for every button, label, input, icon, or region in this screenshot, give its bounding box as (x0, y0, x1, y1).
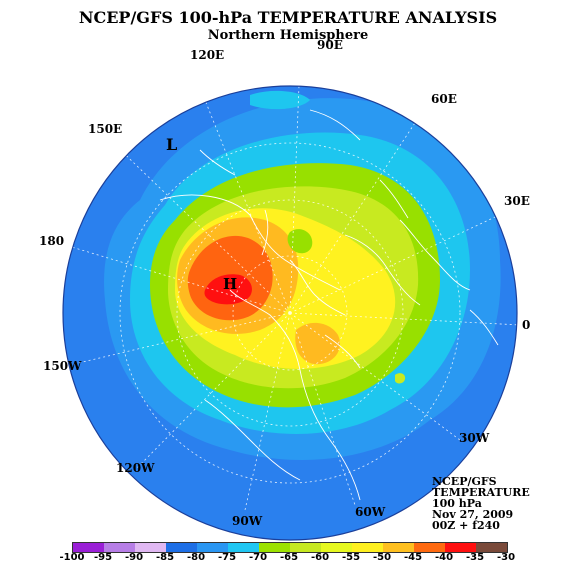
lon-label-0: 0 (522, 318, 531, 332)
color-scale-bar (72, 542, 508, 553)
lon-label-90w: 90W (232, 514, 263, 528)
color-scale-tick-label: -40 (434, 552, 454, 563)
info-model: NCEP/GFS (432, 475, 497, 488)
color-scale-segment (135, 543, 166, 552)
color-scale-tick-label: -75 (217, 552, 237, 563)
color-scale-tick-label: -80 (186, 552, 206, 563)
color-scale-segment (476, 543, 507, 552)
lon-label-120e: 120E (190, 48, 225, 62)
info-level: 100 hPa (432, 497, 482, 510)
lon-label-180: 180 (39, 234, 65, 248)
graticule (64, 86, 517, 511)
color-scale-segment (383, 543, 414, 552)
red-core (204, 274, 252, 305)
info-forecast-time: 00Z + f240 (432, 519, 500, 532)
color-scale-tick-label: -100 (59, 552, 85, 563)
orange-patch (295, 322, 340, 365)
high-pressure-marker: H (223, 275, 238, 293)
color-scale-tick-label: -30 (496, 552, 516, 563)
lon-label-60w: 60W (355, 505, 386, 519)
color-scale-tick-label: -35 (465, 552, 485, 563)
coastlines (159, 109, 499, 501)
color-scale-tick-label: -45 (403, 552, 423, 563)
color-scale-segment (73, 543, 104, 552)
info-date: Nov 27, 2009 (432, 508, 514, 521)
color-scale-segment (259, 543, 290, 552)
color-scale-tick-label: -95 (93, 552, 113, 563)
color-scale-tick-label: -70 (248, 552, 268, 563)
color-scale-segment (166, 543, 197, 552)
low-pressure-marker: L (166, 135, 178, 154)
info-variable: TEMPERATURE (432, 486, 530, 499)
color-scale-segment (290, 543, 321, 552)
lon-label-90e: 90E (317, 38, 343, 52)
color-scale-segment (352, 543, 383, 552)
color-scale-segment (414, 543, 445, 552)
green-patch-atlantic (395, 373, 406, 384)
green-patch (287, 229, 313, 254)
map-title: NCEP/GFS 100-hPa TEMPERATURE ANALYSIS (78, 8, 498, 27)
color-scale-tick-label: -60 (310, 552, 330, 563)
color-scale-segment (104, 543, 135, 552)
temperature-field (63, 86, 517, 540)
map-info-box: NCEP/GFS TEMPERATURE 100 hPa Nov 27, 200… (432, 476, 530, 531)
color-scale-segment (228, 543, 259, 552)
lon-label-30w: 30W (459, 431, 490, 445)
lon-label-150e: 150E (88, 122, 123, 136)
color-scale-segment (445, 543, 476, 552)
color-scale-ticks: -100 -95 -90 -85 -80 -75 -70 -65 -60 -55 -50 -45 -40… (59, 552, 515, 568)
color-scale-segment (321, 543, 352, 552)
color-scale-tick-label: -65 (279, 552, 299, 563)
map-boundary (62, 85, 518, 541)
lon-label-150w: 150W (43, 359, 82, 373)
color-scale-tick-label: -85 (155, 552, 175, 563)
lon-label-120w: 120W (116, 461, 155, 475)
color-scale-tick-label: -50 (372, 552, 392, 563)
color-scale-tick-label: -90 (124, 552, 144, 563)
lon-label-30e: 30E (504, 194, 530, 208)
lon-label-60e: 60E (431, 92, 457, 106)
cyan-patch (250, 90, 310, 110)
color-scale-segment (197, 543, 228, 552)
color-scale-tick-label: -55 (341, 552, 361, 563)
map-subtitle: Northern Hemisphere (207, 28, 369, 43)
